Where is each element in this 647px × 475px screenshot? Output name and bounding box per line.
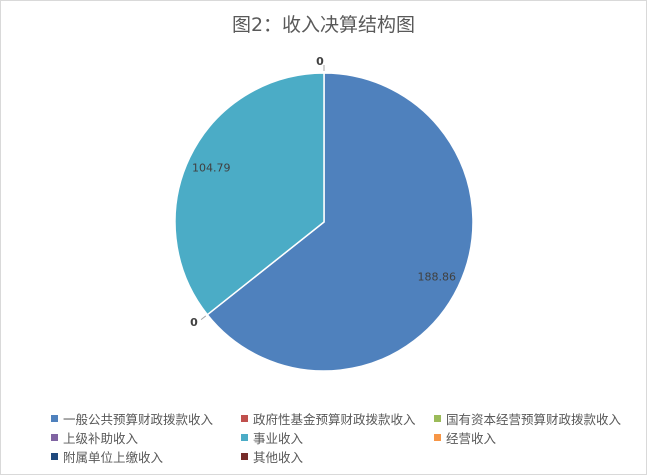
legend-label: 附属单位上缴收入	[63, 449, 164, 465]
legend-item: 事业收入	[241, 429, 434, 446]
legend: 一般公共预算财政拨款收入 政府性基金预算财政拨款收入 国有资本经营预算财政拨款收入上…	[51, 410, 641, 465]
legend-item: 经营收入	[434, 429, 641, 446]
legend-item: 上级补助收入	[51, 429, 241, 446]
legend-swatch	[51, 414, 58, 422]
legend-item: 一般公共预算财政拨款收入	[51, 410, 241, 427]
legend-label: 事业收入	[253, 430, 304, 446]
legend-label: 其他收入	[253, 449, 304, 465]
data-label: 0	[190, 316, 198, 329]
chart-title: 图2：收入决算结构图	[231, 14, 416, 36]
legend-item: 其他收入	[241, 448, 434, 465]
leader-line	[200, 315, 207, 321]
pie-slice	[174, 72, 325, 316]
legend-swatch	[434, 433, 441, 441]
data-label: 0	[316, 55, 324, 68]
legend-item: 国有资本经营预算财政拨款收入	[434, 410, 641, 427]
legend-swatch	[51, 433, 58, 441]
legend-item: 政府性基金预算财政拨款收入	[241, 410, 434, 427]
legend-label: 政府性基金预算财政拨款收入	[253, 411, 416, 427]
legend-swatch	[434, 414, 441, 422]
pie-chart: 188.86 0 104.79 0	[174, 55, 474, 372]
legend-swatch	[241, 433, 248, 441]
legend-swatch	[241, 452, 248, 460]
legend-swatch	[51, 452, 58, 460]
data-label: 104.79	[192, 162, 231, 175]
legend-label: 上级补助收入	[63, 430, 139, 446]
pie-slice	[206, 72, 474, 372]
legend-label: 一般公共预算财政拨款收入	[63, 411, 214, 427]
legend-swatch	[241, 414, 248, 422]
data-label: 188.86	[417, 270, 456, 283]
legend-label: 国有资本经营预算财政拨款收入	[446, 411, 622, 427]
legend-item: 附属单位上缴收入	[51, 448, 241, 465]
legend-label: 经营收入	[446, 430, 497, 446]
